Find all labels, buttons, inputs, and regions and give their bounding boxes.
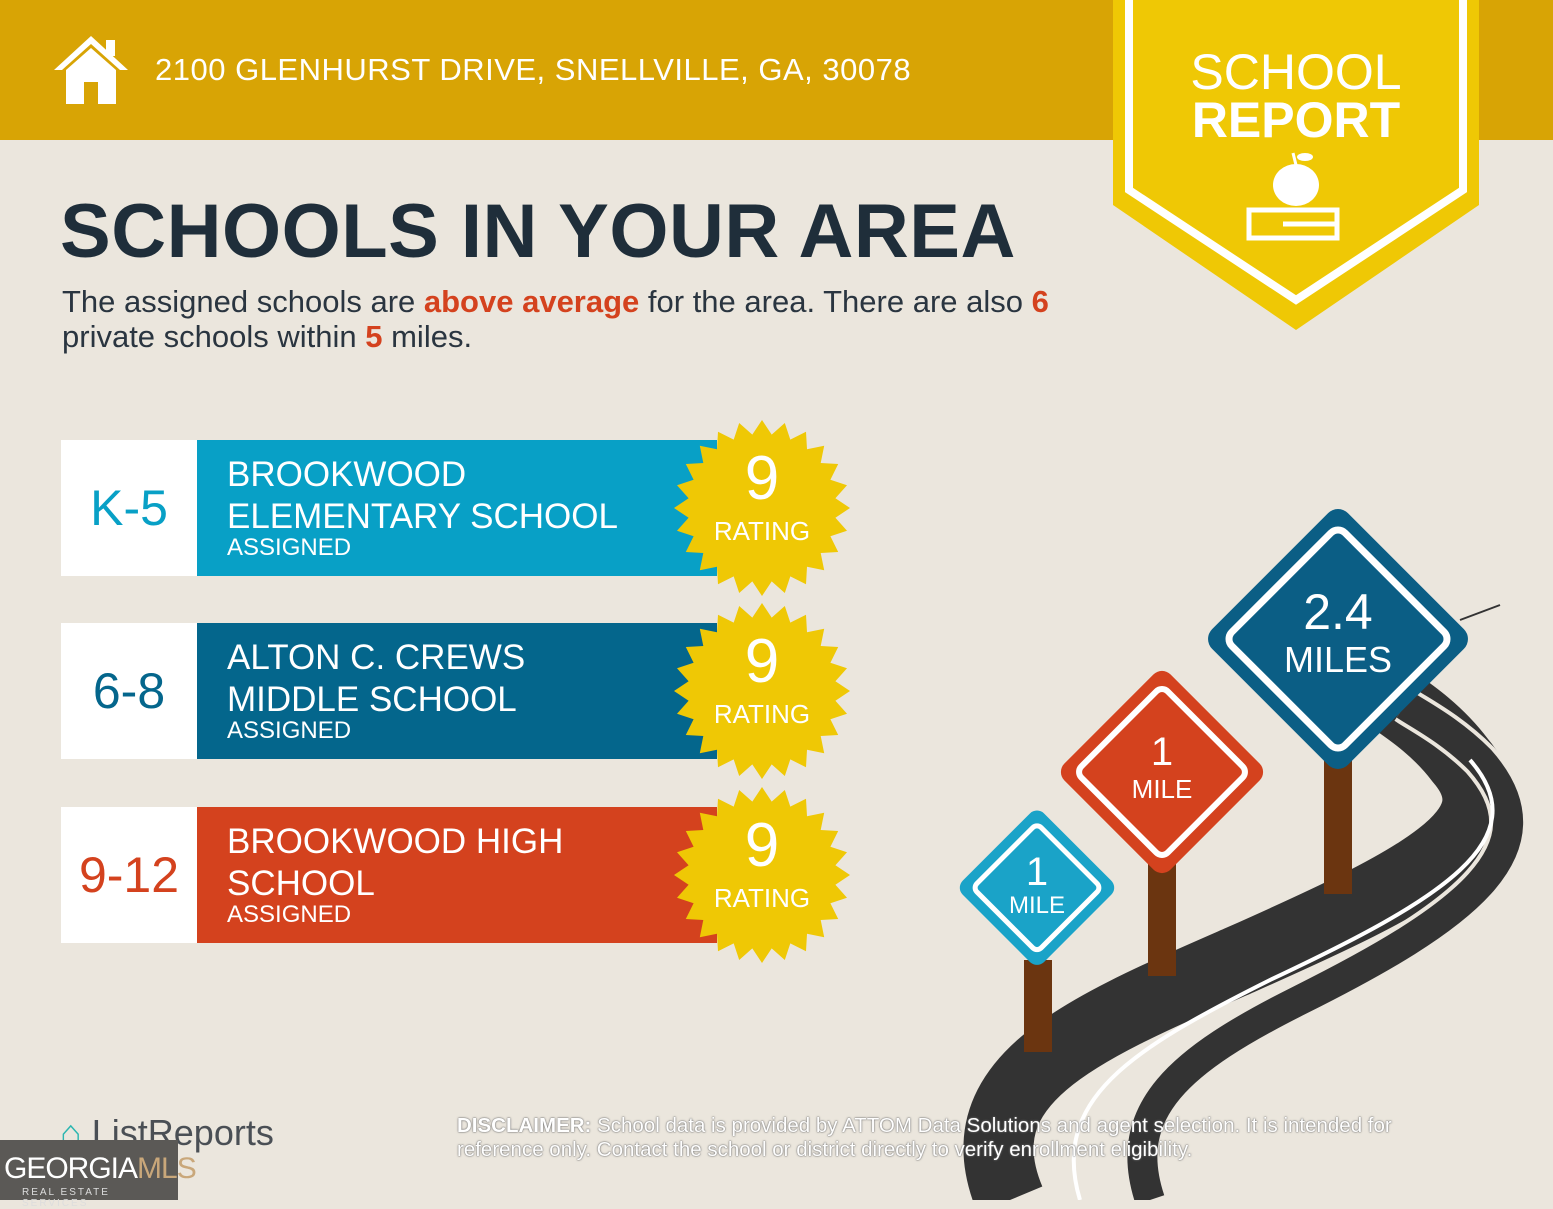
- sign-1mile-a: [959, 810, 1115, 965]
- sign-2-label: 1 MILE: [1131, 730, 1193, 804]
- sign-1-label: 1 MILE: [1008, 850, 1065, 919]
- school-bar: ALTON C. CREWS MIDDLE SCHOOL ASSIGNED: [197, 623, 717, 759]
- school-report-banner: [1113, 0, 1479, 330]
- school-bar: BROOKWOOD HIGH SCHOOL ASSIGNED: [197, 807, 717, 943]
- summary-text: The assigned schools are above average f…: [62, 284, 1049, 354]
- starburst-shape: [674, 787, 850, 963]
- sign-1mile-b: [1060, 670, 1264, 874]
- rating-value: 9: [744, 627, 780, 696]
- banner-title-line1: SCHOOL: [1190, 44, 1402, 100]
- school-bar: BROOKWOOD ELEMENTARY SCHOOL ASSIGNED: [197, 440, 717, 576]
- apple-on-book-icon: [1246, 152, 1340, 241]
- rating-value: 9: [744, 811, 780, 880]
- rating-label: RATING: [713, 883, 811, 913]
- starburst-shape: [674, 420, 850, 596]
- school-status: ASSIGNED: [227, 534, 352, 561]
- school-status: ASSIGNED: [227, 901, 352, 928]
- starburst-shape: [674, 603, 850, 779]
- banner-title-line2: REPORT: [1191, 92, 1401, 148]
- home-icon: [54, 36, 128, 104]
- school-row: 6-8 ALTON C. CREWS MIDDLE SCHOOL ASSIGNE…: [61, 623, 721, 759]
- disclaimer: DISCLAIMER: School data is provided by A…: [457, 1114, 1392, 1161]
- rating-badge: 9 RATING: [672, 601, 852, 781]
- rating-label: RATING: [713, 516, 811, 546]
- rating-badge: 9 RATING: [672, 785, 852, 965]
- grade-range: K-5: [61, 440, 197, 576]
- school-name: BROOKWOOD ELEMENTARY SCHOOL: [227, 455, 618, 536]
- rating-badge: 9 RATING: [672, 418, 852, 598]
- school-name: BROOKWOOD HIGH SCHOOL: [227, 822, 564, 903]
- school-name: ALTON C. CREWS MIDDLE SCHOOL: [227, 638, 526, 719]
- page-title: SCHOOLS IN YOUR AREA: [60, 189, 1016, 274]
- sign-3-label: 2.4 MILES: [1283, 584, 1393, 680]
- grade-range: 9-12: [61, 807, 197, 943]
- school-row: K-5 BROOKWOOD ELEMENTARY SCHOOL ASSIGNED: [61, 440, 721, 576]
- georgia-mls-logo: GEORGIAMLS REAL ESTATE SERVICES: [0, 1140, 197, 1209]
- property-address: 2100 GLENHURST DRIVE, SNELLVILLE, GA, 30…: [155, 52, 912, 87]
- rating-label: RATING: [713, 699, 811, 729]
- rating-value: 9: [744, 444, 780, 513]
- school-row: 9-12 BROOKWOOD HIGH SCHOOL ASSIGNED: [61, 807, 721, 943]
- sign-2.4miles: [1208, 509, 1468, 769]
- school-status: ASSIGNED: [227, 717, 352, 744]
- grade-range: 6-8: [61, 623, 197, 759]
